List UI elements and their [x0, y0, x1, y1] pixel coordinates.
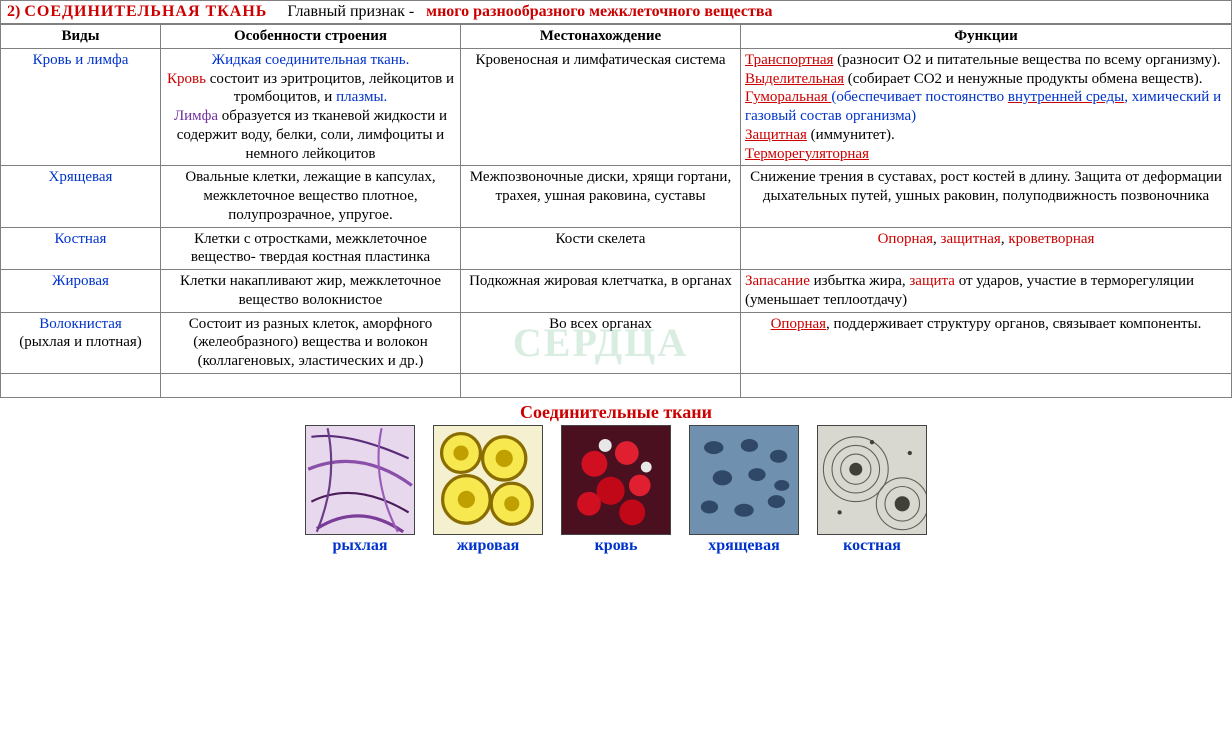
func-cell: Транспортная (разносит О2 и питательные … — [741, 48, 1232, 166]
type-cell: Костная — [1, 227, 161, 270]
tissue-image-zhirovaya — [433, 425, 543, 535]
loc-cell: Кровеносная и лимфатическая система — [461, 48, 741, 166]
loc-cell: Подкожная жировая клетчатка, в органах — [461, 270, 741, 313]
func-term: защитная — [941, 231, 1001, 247]
tissue-image-label: кровь — [595, 537, 638, 555]
loc-cell: Во всех органах — [461, 312, 741, 373]
struct-cell: Жидкая соединительная ткань. Кровь состо… — [161, 48, 461, 166]
struct-text: состоит из эритроцитов, лейкоцитов и тро… — [206, 71, 454, 106]
tissue-image-label: хрящевая — [708, 537, 779, 555]
tissue-image-cell: хрящевая — [689, 425, 799, 555]
struct-word: Кровь — [167, 71, 206, 87]
tissue-image-ryhlaya — [305, 425, 415, 535]
func-text: (обеспечивает постоянство — [831, 89, 1008, 105]
header-title: Соединительная ткань — [24, 3, 267, 20]
header-subtitle-value: много разнообразного межклеточного вещес… — [426, 3, 772, 20]
sep: , — [933, 231, 941, 247]
col-header-location: Местонахождение — [461, 25, 741, 49]
func-term: Защитная — [745, 127, 807, 143]
loc-text: Во всех органах — [549, 316, 652, 332]
empty-cell — [1, 373, 161, 397]
tissue-image-kostnaya — [817, 425, 927, 535]
struct-cell: Состоит из разных клеток, аморфного (жел… — [161, 312, 461, 373]
header-number: 2) — [7, 3, 20, 20]
table-header: 2) Соединительная ткань Главный признак … — [0, 0, 1232, 24]
type-main: Волокнистая — [39, 316, 122, 332]
func-term: Запасание — [745, 273, 810, 289]
col-header-structure: Особенности строения — [161, 25, 461, 49]
table-row: Кровь и лимфа Жидкая соединительная ткан… — [1, 48, 1232, 166]
tissue-image-cell: кровь — [561, 425, 671, 555]
func-term: Опорная — [878, 231, 933, 247]
func-term: Выделительная — [745, 71, 844, 87]
table-head-row: Виды Особенности строения Местонахождени… — [1, 25, 1232, 49]
col-header-types: Виды — [1, 25, 161, 49]
func-cell: Запасание избытка жира, защита от ударов… — [741, 270, 1232, 313]
table-row: Хрящевая Овальные клетки, лежащие в капс… — [1, 166, 1232, 227]
struct-line: Жидкая соединительная ткань. — [212, 52, 410, 68]
func-term: Терморегуляторная — [745, 146, 869, 162]
images-row: рыхлая жировая кровь — [0, 423, 1232, 559]
func-cell: Снижение трения в суставах, рост костей … — [741, 166, 1232, 227]
empty-cell — [161, 373, 461, 397]
type-sub: (рыхлая и плотная) — [19, 334, 142, 350]
tissue-image-label: рыхлая — [332, 537, 387, 555]
tissue-image-krov — [561, 425, 671, 535]
tissue-image-cell: рыхлая — [305, 425, 415, 555]
func-term: кроветворная — [1008, 231, 1094, 247]
struct-word: плазмы. — [336, 89, 387, 105]
func-cell: Опорная, защитная, кроветворная — [741, 227, 1232, 270]
table-row: Костная Клетки с отростками, межклеточно… — [1, 227, 1232, 270]
tissue-image-cell: жировая — [433, 425, 543, 555]
func-text: (разносит О2 и питательные вещества по в… — [833, 52, 1220, 68]
table-row-empty — [1, 373, 1232, 397]
func-term: Транспортная — [745, 52, 833, 68]
loc-cell: Кости скелета — [461, 227, 741, 270]
table-row: Волокнистая (рыхлая и плотная) Состоит и… — [1, 312, 1232, 373]
func-term: защита — [909, 273, 955, 289]
type-cell: Хрящевая — [1, 166, 161, 227]
func-term: внутренней среды — [1008, 89, 1124, 105]
func-text: (иммунитет). — [807, 127, 895, 143]
struct-cell: Клетки накапливают жир, межклеточное вещ… — [161, 270, 461, 313]
func-text: , поддерживает структуру органов, связыв… — [826, 316, 1201, 332]
tissue-image-label: жировая — [457, 537, 520, 555]
func-term: Гуморальная — [745, 89, 831, 105]
type-cell: Кровь и лимфа — [1, 48, 161, 166]
images-section-title: Соединительные ткани — [0, 398, 1232, 423]
type-cell: Жировая — [1, 270, 161, 313]
empty-cell — [741, 373, 1232, 397]
struct-cell: Клетки с отростками, межклеточное вещест… — [161, 227, 461, 270]
loc-cell: Межпозвоночные диски, хрящи гортани, тра… — [461, 166, 741, 227]
struct-text: образуется из тканевой жидкости и содерж… — [177, 108, 447, 162]
tissue-table: Виды Особенности строения Местонахождени… — [0, 24, 1232, 398]
func-text: (собирает СО2 и ненужные продукты обмена… — [844, 71, 1202, 87]
func-cell: Опорная, поддерживает структуру органов,… — [741, 312, 1232, 373]
type-cell: Волокнистая (рыхлая и плотная) — [1, 312, 161, 373]
tissue-image-cell: костная — [817, 425, 927, 555]
header-subtitle-label: Главный признак - — [287, 3, 414, 20]
struct-cell: Овальные клетки, лежащие в капсулах, меж… — [161, 166, 461, 227]
func-term: Опорная — [771, 316, 826, 332]
empty-cell — [461, 373, 741, 397]
tissue-image-hryaschevaya — [689, 425, 799, 535]
struct-word: Лимфа — [174, 108, 218, 124]
func-text: избытка жира, — [810, 273, 910, 289]
col-header-functions: Функции — [741, 25, 1232, 49]
tissue-image-label: костная — [843, 537, 901, 555]
table-row: Жировая Клетки накапливают жир, межклето… — [1, 270, 1232, 313]
